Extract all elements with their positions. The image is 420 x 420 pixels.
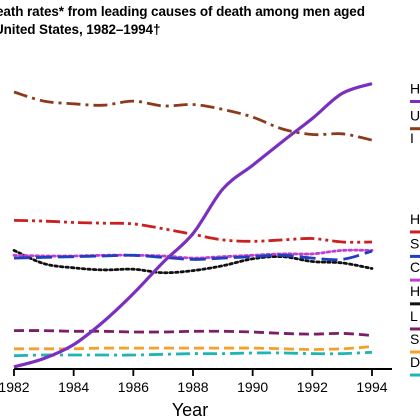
series-line-0 <box>13 82 373 369</box>
x-tick-label: 1992 <box>297 379 328 395</box>
legend-label: S <box>410 235 419 251</box>
legend-label: H <box>410 211 420 227</box>
series-line-8 <box>13 350 373 358</box>
series-line-1 <box>13 90 373 142</box>
x-tick-label: 1986 <box>118 379 149 395</box>
legend-label: H <box>410 283 420 299</box>
x-tick-label: 1984 <box>58 379 89 395</box>
x-tick-label: 1994 <box>356 379 387 395</box>
x-axis-title: Year <box>172 400 208 420</box>
legend-label: U <box>410 108 420 124</box>
chart-title-line-2: United States, 1982–1994† <box>0 22 161 37</box>
series-line-6 <box>13 329 373 337</box>
legend-label: H <box>410 80 420 96</box>
legend-label: S <box>410 331 419 347</box>
chart-title-line-1: eath rates* from leading causes of death… <box>0 4 365 19</box>
x-tick-label: 1988 <box>177 379 208 395</box>
x-tick-label: 1990 <box>237 379 268 395</box>
series-line-3 <box>13 249 373 262</box>
axes: 1982 1984 1986 1988 1990 1992 1994 <box>0 368 392 395</box>
legend-label: D <box>410 354 420 370</box>
legend-label: L <box>410 308 418 324</box>
legend-label: C <box>410 259 420 275</box>
series-layer <box>12 82 374 369</box>
series-line-5 <box>12 249 374 275</box>
legend-label: I <box>410 130 414 146</box>
x-tick-label: 1982 <box>0 379 30 395</box>
